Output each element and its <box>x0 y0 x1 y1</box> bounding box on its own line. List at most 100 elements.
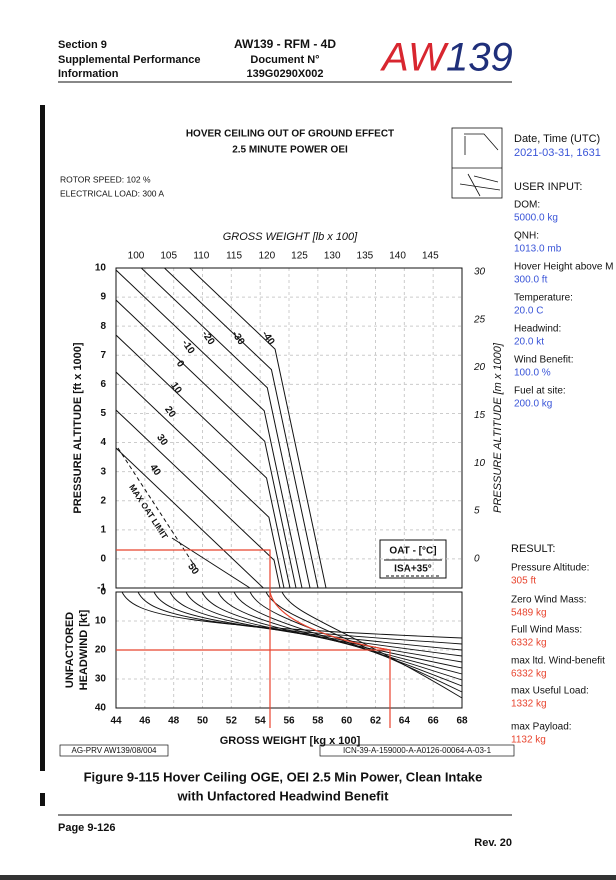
doc-number: 139G0290X002 <box>246 68 323 80</box>
left-axis-label: PRESSURE ALTITUDE [ft x 1000] <box>72 342 84 513</box>
x-tick-label: 64 <box>399 716 411 727</box>
doc-title: AW139 - RFM - 4D <box>234 37 336 51</box>
headwind-axis-label: HEADWIND [kt] <box>78 609 90 690</box>
top-tick-label: 120 <box>258 251 275 262</box>
input-label: QNH: <box>514 231 539 242</box>
input-value: 100.0 % <box>514 368 551 379</box>
section-subtitle: Supplemental Performance <box>58 54 200 66</box>
ref-left: AG-PRV AW139/08/004 <box>72 746 157 755</box>
curve-label: -20 <box>199 329 217 348</box>
input-label: Headwind: <box>514 324 561 335</box>
right-tick-label: 0 <box>474 553 480 564</box>
input-value: 300.0 ft <box>514 275 548 286</box>
temperature-curve <box>171 537 251 589</box>
curve-label: 50 <box>185 561 201 577</box>
date-value: 2021-03-31, 1631 <box>514 147 601 159</box>
logo-aw: AW <box>380 36 449 80</box>
temperature-curve <box>116 299 297 588</box>
change-bar <box>40 793 45 806</box>
max-oat-label: MAX OAT LIMIT <box>127 482 170 541</box>
x-tick-label: 54 <box>255 716 267 727</box>
top-tick-label: 130 <box>324 251 341 262</box>
temperature-curve <box>188 268 327 588</box>
headwind-axis-label: UNFACTORED <box>64 612 76 688</box>
x-tick-label: 58 <box>312 716 324 727</box>
legend-text: OAT - [°C] <box>389 546 436 557</box>
input-label: Wind Benefit: <box>514 355 573 366</box>
icon <box>451 127 503 199</box>
headwind-tick-label: 20 <box>95 645 107 656</box>
headwind-curve <box>281 591 463 699</box>
y-tick-label: -1 <box>97 583 106 594</box>
curve-label: 30 <box>154 432 170 448</box>
trace-line <box>116 549 391 728</box>
top-tick-label: 135 <box>357 251 374 262</box>
headwind-tick-label: 40 <box>95 703 107 714</box>
y-tick-label: 1 <box>100 524 106 535</box>
revision: Rev. 20 <box>474 837 512 849</box>
input-value: 20.0 kt <box>514 337 544 348</box>
curve-label: -10 <box>179 338 197 357</box>
headwind-curve <box>265 591 463 693</box>
section-subtitle: Information <box>58 68 119 80</box>
headwind-curve <box>233 591 463 681</box>
x-tick-label: 56 <box>283 716 295 727</box>
top-tick-label: 105 <box>160 251 177 262</box>
result-value: 1332 kg <box>511 699 547 710</box>
electrical-load: ELECTRICAL LOAD: 300 A <box>60 188 164 198</box>
ref-box <box>319 744 515 757</box>
caption: with Unfactored Headwind Benefit <box>177 788 390 803</box>
headwind-curve <box>249 591 463 687</box>
top-tick-label: 100 <box>128 251 145 262</box>
temperature-curve <box>163 268 319 588</box>
bottom-axis-label: GROSS WEIGHT [kg x 100] <box>220 735 361 747</box>
headwind-tick-label: 0 <box>100 587 106 598</box>
result-heading: RESULT: <box>511 543 555 555</box>
y-tick-label: 4 <box>100 437 106 448</box>
headwind-curve <box>169 591 463 657</box>
legend-text: ISA+35° <box>394 564 432 575</box>
y-tick-label: 10 <box>95 263 107 274</box>
result-label: max Payload: <box>511 722 572 733</box>
right-tick-label: 30 <box>474 267 486 278</box>
date-label: Date, Time (UTC) <box>514 133 600 145</box>
figure-title: 2.5 MINUTE POWER OEI <box>232 145 348 156</box>
result-value: 5489 kg <box>511 608 547 619</box>
temperature-curve <box>140 268 311 588</box>
x-tick-label: 66 <box>428 716 440 727</box>
input-value: 200.0 kg <box>514 399 552 410</box>
result-label: Full Wind Mass: <box>511 625 582 636</box>
headwind-curve <box>137 591 463 645</box>
page-number: Page 9-126 <box>58 822 115 834</box>
temperature-curve <box>116 371 285 588</box>
right-axis-label: PRESSURE ALTITUDE [m x 1000] <box>492 342 504 513</box>
result-value: 6332 kg <box>511 638 547 649</box>
input-value: 1013.0 mb <box>514 244 562 255</box>
y-tick-label: 0 <box>100 554 106 565</box>
top-tick-label: 145 <box>422 251 439 262</box>
headwind-tick-label: 30 <box>95 674 107 685</box>
logo-139: 139 <box>446 36 513 80</box>
temperature-curve <box>116 409 281 588</box>
input-value: 20.0 C <box>514 306 543 317</box>
x-tick-label: 52 <box>226 716 238 727</box>
headwind-curve <box>217 591 463 675</box>
top-tick-label: 140 <box>389 251 406 262</box>
top-axis-label: GROSS WEIGHT [lb x 100] <box>223 231 358 243</box>
headwind-curve <box>153 591 463 651</box>
rotor-speed: ROTOR SPEED: 102 % <box>60 174 151 184</box>
plot-frame <box>115 267 463 589</box>
input-label: Fuel at site: <box>514 386 566 397</box>
right-tick-label: 20 <box>473 362 486 373</box>
bottom-bar <box>0 875 616 880</box>
result-value: 6332 kg <box>511 669 547 680</box>
headwind-tick-label: 10 <box>95 616 107 627</box>
curve-label: 0 <box>174 359 186 370</box>
y-tick-label: 2 <box>100 495 106 506</box>
right-tick-label: 15 <box>474 410 486 421</box>
x-tick-label: 68 <box>456 716 468 727</box>
x-tick-label: 44 <box>110 716 122 727</box>
top-tick-label: 110 <box>193 251 209 262</box>
